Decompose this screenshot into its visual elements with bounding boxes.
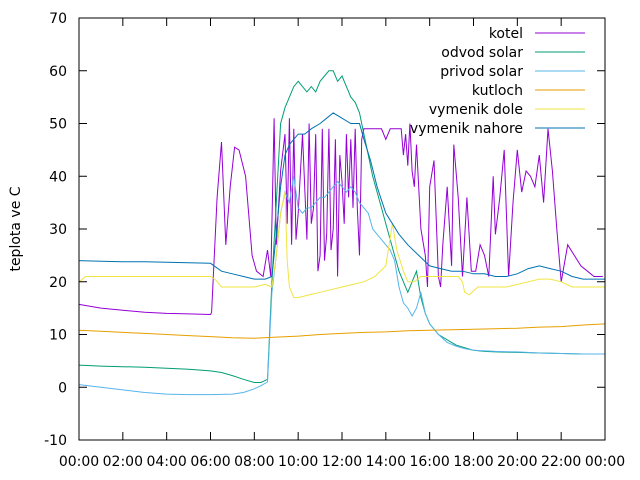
series-line-vymenik-dole — [78, 191, 605, 299]
series-line-privod-solar — [78, 176, 605, 396]
y-tick-label: 30 — [49, 222, 67, 238]
y-tick-label: -10 — [44, 433, 67, 449]
series-line-kotel — [78, 118, 603, 316]
y-tick-label: 60 — [49, 64, 67, 80]
legend-label: vymenik dole — [429, 102, 523, 118]
x-tick-label: 00:00 — [59, 454, 99, 470]
legend-label: privod solar — [440, 64, 523, 80]
x-tick-label: 10:00 — [278, 454, 318, 470]
x-tick-label: 20:00 — [497, 454, 537, 470]
legend-label: odvod solar — [441, 45, 523, 61]
y-tick-label: 70 — [49, 11, 67, 27]
y-tick-label: 50 — [49, 117, 67, 133]
x-tick-label: 06:00 — [190, 454, 230, 470]
y-tick-label: 40 — [49, 169, 67, 185]
legend-label: vymenik nahore — [410, 121, 523, 137]
series-line-kutloch — [78, 323, 606, 339]
legend-label: kotel — [489, 26, 523, 42]
y-tick-label: 10 — [49, 328, 67, 344]
x-tick-label: 14:00 — [366, 454, 406, 470]
x-tick-label: 12:00 — [322, 454, 362, 470]
y-axis-label: teplota ve C — [8, 186, 24, 271]
y-tick-label: 20 — [49, 275, 67, 291]
plot-lines — [78, 70, 606, 396]
series-line-vymenik-nahore — [78, 112, 605, 280]
y-tick-label: 0 — [58, 380, 67, 396]
plot-frame — [78, 17, 606, 441]
x-tick-label: 02:00 — [103, 454, 143, 470]
series-line-odvod-solar — [78, 70, 605, 383]
x-tick-label: 00:00 — [585, 454, 625, 470]
x-tick-label: 08:00 — [234, 454, 274, 470]
x-tick-label: 22:00 — [541, 454, 581, 470]
legend-label: kutloch — [472, 83, 523, 99]
x-tick-label: 04:00 — [146, 454, 186, 470]
x-tick-label: 18:00 — [453, 454, 493, 470]
x-tick-label: 16:00 — [409, 454, 449, 470]
legend: kotel odvod solar privod solar kutloch vymen… — [410, 26, 585, 137]
